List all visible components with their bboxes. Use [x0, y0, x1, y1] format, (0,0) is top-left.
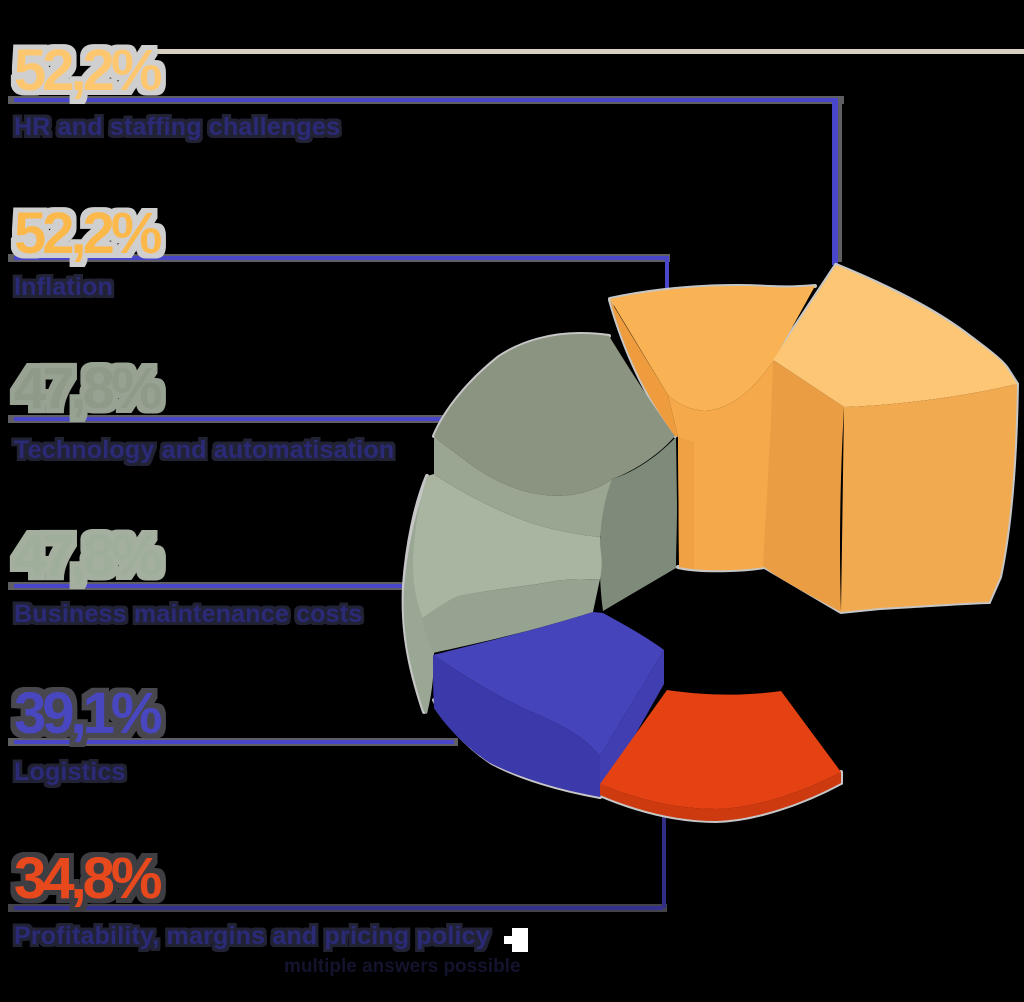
- svg-text:39,1%: 39,1%: [14, 681, 162, 746]
- svg-text:HR and staffing challenges: HR and staffing challenges: [14, 113, 340, 141]
- svg-text:47,8%: 47,8%: [14, 356, 162, 421]
- svg-text:Profitability, margins and pri: Profitability, margins and pricing polic…: [14, 922, 490, 950]
- svg-text:47,8%: 47,8%: [14, 523, 162, 588]
- svg-text:multiple answers possible: multiple answers possible: [284, 956, 521, 977]
- svg-text:52,2%: 52,2%: [14, 38, 162, 103]
- svg-text:Logistics: Logistics: [14, 758, 126, 786]
- svg-text:34,8%: 34,8%: [14, 846, 162, 911]
- svg-text:Technology and automatisation: Technology and automatisation: [14, 436, 394, 464]
- svg-text:Inflation: Inflation: [14, 273, 113, 301]
- svg-text:52,2%: 52,2%: [14, 201, 162, 266]
- svg-text:Business maintenance costs: Business maintenance costs: [14, 600, 362, 628]
